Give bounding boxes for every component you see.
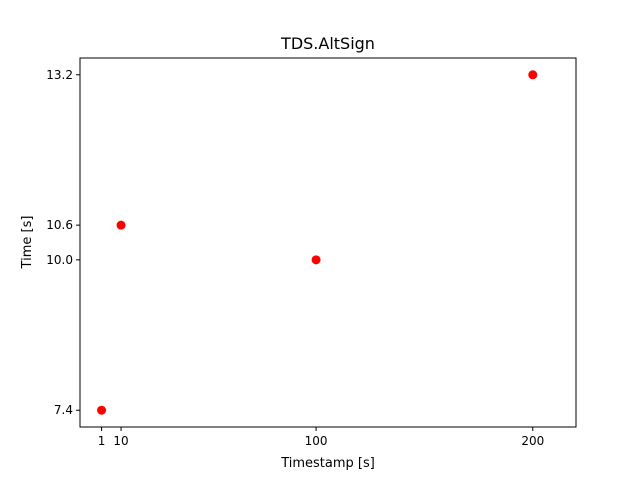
chart-title: TDS.AltSign [280, 34, 375, 53]
data-point [311, 255, 321, 265]
data-point [528, 70, 538, 80]
y-tick-label: 7.4 [54, 403, 73, 417]
data-points [97, 70, 538, 415]
x-tick-label: 100 [305, 434, 328, 448]
x-axis: 1 10 100 200 [98, 427, 544, 448]
x-tick-label: 200 [521, 434, 544, 448]
y-tick-label: 10.6 [46, 218, 73, 232]
x-tick-label: 10 [113, 434, 128, 448]
data-point [97, 405, 107, 415]
y-axis: 7.4 10.0 10.6 13.2 [46, 68, 80, 417]
plot-area [79, 57, 577, 428]
y-tick-label: 10.0 [46, 253, 73, 267]
data-point [116, 220, 126, 230]
x-axis-label: Timestamp [s] [280, 456, 375, 471]
y-axis-label: Time [s] [20, 216, 35, 270]
x-tick-label: 1 [98, 434, 106, 448]
y-tick-label: 13.2 [46, 68, 73, 82]
